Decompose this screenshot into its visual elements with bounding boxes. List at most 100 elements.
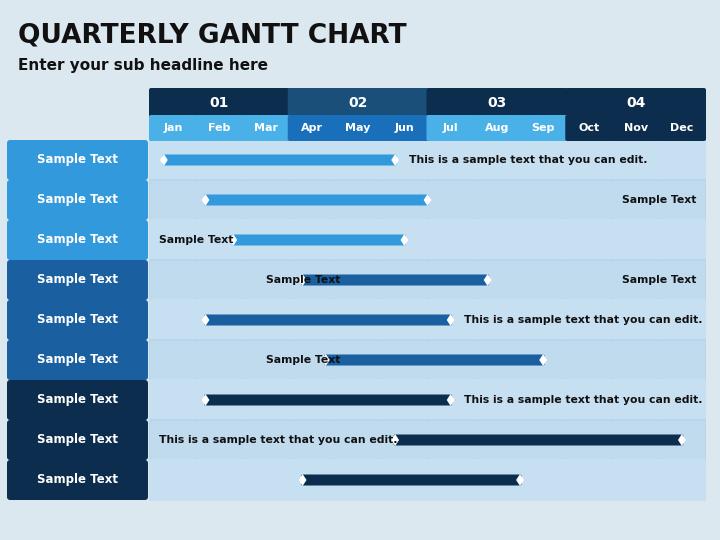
FancyBboxPatch shape bbox=[520, 141, 566, 179]
FancyBboxPatch shape bbox=[150, 261, 197, 299]
Text: Enter your sub headline here: Enter your sub headline here bbox=[18, 58, 268, 73]
FancyBboxPatch shape bbox=[7, 340, 148, 380]
Polygon shape bbox=[539, 354, 547, 366]
Polygon shape bbox=[299, 474, 307, 486]
FancyBboxPatch shape bbox=[7, 220, 148, 260]
Polygon shape bbox=[202, 394, 210, 406]
FancyBboxPatch shape bbox=[335, 221, 382, 259]
FancyBboxPatch shape bbox=[335, 181, 382, 219]
FancyBboxPatch shape bbox=[7, 420, 148, 460]
FancyBboxPatch shape bbox=[613, 341, 659, 379]
FancyBboxPatch shape bbox=[149, 339, 706, 381]
FancyBboxPatch shape bbox=[659, 141, 705, 179]
FancyBboxPatch shape bbox=[566, 181, 613, 219]
FancyBboxPatch shape bbox=[659, 381, 705, 419]
FancyBboxPatch shape bbox=[289, 221, 335, 259]
FancyBboxPatch shape bbox=[7, 300, 148, 340]
Text: Jun: Jun bbox=[395, 123, 414, 133]
FancyBboxPatch shape bbox=[613, 181, 659, 219]
Polygon shape bbox=[391, 434, 399, 446]
FancyBboxPatch shape bbox=[150, 181, 197, 219]
FancyBboxPatch shape bbox=[324, 354, 544, 366]
FancyBboxPatch shape bbox=[474, 181, 520, 219]
FancyBboxPatch shape bbox=[613, 381, 659, 419]
FancyBboxPatch shape bbox=[289, 261, 335, 299]
FancyBboxPatch shape bbox=[474, 301, 520, 339]
FancyBboxPatch shape bbox=[659, 181, 705, 219]
Polygon shape bbox=[484, 274, 492, 286]
FancyBboxPatch shape bbox=[335, 301, 382, 339]
FancyBboxPatch shape bbox=[659, 341, 705, 379]
FancyBboxPatch shape bbox=[658, 115, 706, 141]
Polygon shape bbox=[322, 354, 330, 366]
FancyBboxPatch shape bbox=[195, 115, 243, 141]
FancyBboxPatch shape bbox=[474, 421, 520, 459]
FancyBboxPatch shape bbox=[613, 261, 659, 299]
Text: Sample Text: Sample Text bbox=[159, 235, 233, 245]
Text: Aug: Aug bbox=[485, 123, 509, 133]
FancyBboxPatch shape bbox=[382, 421, 428, 459]
FancyBboxPatch shape bbox=[565, 115, 613, 141]
FancyBboxPatch shape bbox=[149, 379, 706, 421]
FancyBboxPatch shape bbox=[197, 421, 243, 459]
FancyBboxPatch shape bbox=[149, 459, 706, 501]
FancyBboxPatch shape bbox=[204, 395, 452, 406]
FancyBboxPatch shape bbox=[520, 341, 566, 379]
FancyBboxPatch shape bbox=[150, 141, 197, 179]
Text: Sample Text: Sample Text bbox=[37, 273, 118, 287]
FancyBboxPatch shape bbox=[520, 181, 566, 219]
FancyBboxPatch shape bbox=[232, 234, 406, 246]
Text: Jul: Jul bbox=[443, 123, 459, 133]
Polygon shape bbox=[202, 314, 210, 326]
FancyBboxPatch shape bbox=[566, 341, 613, 379]
Polygon shape bbox=[230, 234, 237, 246]
FancyBboxPatch shape bbox=[474, 381, 520, 419]
Polygon shape bbox=[423, 194, 431, 206]
FancyBboxPatch shape bbox=[520, 381, 566, 419]
FancyBboxPatch shape bbox=[428, 341, 474, 379]
FancyBboxPatch shape bbox=[613, 141, 659, 179]
FancyBboxPatch shape bbox=[613, 421, 659, 459]
Polygon shape bbox=[446, 394, 454, 406]
FancyBboxPatch shape bbox=[289, 181, 335, 219]
FancyBboxPatch shape bbox=[426, 88, 567, 118]
Text: Sample Text: Sample Text bbox=[266, 355, 340, 365]
FancyBboxPatch shape bbox=[243, 141, 289, 179]
FancyBboxPatch shape bbox=[613, 221, 659, 259]
FancyBboxPatch shape bbox=[474, 261, 520, 299]
FancyBboxPatch shape bbox=[520, 261, 566, 299]
FancyBboxPatch shape bbox=[428, 261, 474, 299]
FancyBboxPatch shape bbox=[197, 301, 243, 339]
FancyBboxPatch shape bbox=[659, 461, 705, 499]
FancyBboxPatch shape bbox=[150, 341, 197, 379]
FancyBboxPatch shape bbox=[474, 461, 520, 499]
Text: This is a sample text that you can edit.: This is a sample text that you can edit. bbox=[409, 155, 647, 165]
FancyBboxPatch shape bbox=[243, 421, 289, 459]
Text: This is a sample text that you can edit.: This is a sample text that you can edit. bbox=[159, 435, 397, 445]
FancyBboxPatch shape bbox=[659, 261, 705, 299]
Text: Mar: Mar bbox=[253, 123, 278, 133]
FancyBboxPatch shape bbox=[149, 88, 289, 118]
Polygon shape bbox=[516, 474, 524, 486]
FancyBboxPatch shape bbox=[566, 381, 613, 419]
FancyBboxPatch shape bbox=[150, 381, 197, 419]
FancyBboxPatch shape bbox=[566, 461, 613, 499]
FancyBboxPatch shape bbox=[289, 461, 335, 499]
FancyBboxPatch shape bbox=[380, 115, 428, 141]
FancyBboxPatch shape bbox=[289, 381, 335, 419]
Polygon shape bbox=[160, 154, 168, 166]
FancyBboxPatch shape bbox=[611, 115, 660, 141]
FancyBboxPatch shape bbox=[197, 381, 243, 419]
FancyBboxPatch shape bbox=[243, 181, 289, 219]
FancyBboxPatch shape bbox=[243, 261, 289, 299]
FancyBboxPatch shape bbox=[334, 115, 382, 141]
FancyBboxPatch shape bbox=[149, 219, 706, 261]
FancyBboxPatch shape bbox=[428, 301, 474, 339]
FancyBboxPatch shape bbox=[659, 301, 705, 339]
FancyBboxPatch shape bbox=[428, 461, 474, 499]
Polygon shape bbox=[299, 274, 307, 286]
FancyBboxPatch shape bbox=[197, 461, 243, 499]
FancyBboxPatch shape bbox=[197, 341, 243, 379]
Text: Dec: Dec bbox=[670, 123, 693, 133]
Text: This is a sample text that you can edit.: This is a sample text that you can edit. bbox=[464, 315, 703, 325]
